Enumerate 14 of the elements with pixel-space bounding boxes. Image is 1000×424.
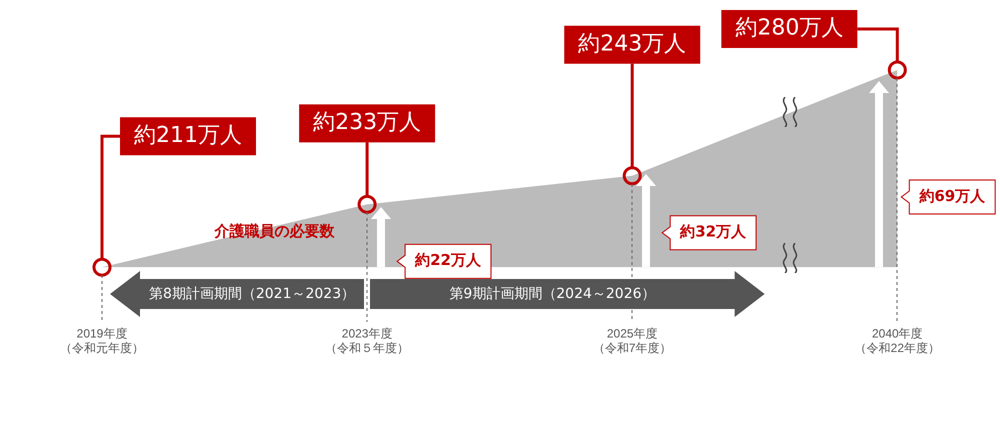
data-label: 約233万人 <box>313 110 422 136</box>
data-label: 約280万人 <box>735 16 844 41</box>
annotation: 約69万人 <box>918 186 986 205</box>
annotation: 約32万人 <box>679 222 748 241</box>
x-tick-label: 2019年度（令和元年度） <box>60 326 144 356</box>
x-tick-label: 2040年度（令和22年度） <box>854 326 940 356</box>
annotation: 約22万人 <box>414 251 482 270</box>
x-tick-label: 2023年度（令和５年度） <box>325 326 410 356</box>
annotation: 介護職員の必要数 <box>214 222 336 240</box>
annotation: 第8期計画期間（2021～2023） <box>148 285 356 304</box>
data-label: 約243万人 <box>578 31 686 56</box>
annotation: 第9期計画期間（2024～2026） <box>449 285 656 304</box>
data-label: 約211万人 <box>134 122 242 148</box>
x-tick-label: 2025年度（令和7年度） <box>592 326 672 356</box>
